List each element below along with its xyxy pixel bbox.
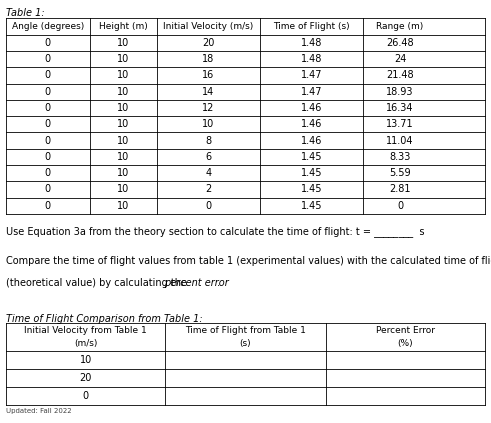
Text: 10: 10 (117, 184, 130, 195)
Text: 18: 18 (202, 54, 215, 64)
Text: Use Equation 3a from the theory section to calculate the time of flight: t = ___: Use Equation 3a from the theory section … (6, 226, 424, 236)
Text: 10: 10 (117, 70, 130, 80)
Text: Time of Flight from Table 1: Time of Flight from Table 1 (185, 326, 306, 335)
Text: 10: 10 (117, 54, 130, 64)
Text: (m/s): (m/s) (74, 339, 97, 348)
Text: 21.48: 21.48 (386, 70, 414, 80)
Text: 0: 0 (205, 201, 212, 211)
Text: 1.47: 1.47 (300, 87, 322, 97)
Text: (s): (s) (240, 339, 251, 348)
Text: 26.48: 26.48 (386, 38, 414, 48)
Text: 0: 0 (45, 87, 51, 97)
Text: 6: 6 (205, 152, 212, 162)
Text: 0: 0 (397, 201, 403, 211)
Text: 1.46: 1.46 (300, 103, 322, 113)
Text: Range (m): Range (m) (377, 22, 424, 31)
Text: 8.33: 8.33 (389, 152, 411, 162)
Text: 0: 0 (45, 103, 51, 113)
Text: 1.46: 1.46 (300, 119, 322, 129)
Text: Updated: Fall 2022: Updated: Fall 2022 (6, 408, 72, 414)
Text: Initial Velocity from Table 1: Initial Velocity from Table 1 (25, 326, 147, 335)
Text: 10: 10 (117, 152, 130, 162)
Text: 16.34: 16.34 (386, 103, 414, 113)
Text: 11.04: 11.04 (386, 135, 414, 146)
Text: 5.59: 5.59 (389, 168, 411, 178)
Text: 10: 10 (117, 135, 130, 146)
Text: (%): (%) (398, 339, 413, 348)
Text: 1.47: 1.47 (300, 70, 322, 80)
Text: 2: 2 (205, 184, 212, 195)
Text: .: . (218, 278, 220, 288)
Text: 4: 4 (205, 168, 212, 178)
Text: 16: 16 (202, 70, 215, 80)
Text: 8: 8 (205, 135, 212, 146)
Text: 0: 0 (45, 168, 51, 178)
Text: Height (m): Height (m) (99, 22, 148, 31)
Text: Time of Flight (s): Time of Flight (s) (273, 22, 350, 31)
Text: 14: 14 (202, 87, 215, 97)
Text: 10: 10 (117, 103, 130, 113)
Text: 18.93: 18.93 (386, 87, 414, 97)
Text: 10: 10 (117, 201, 130, 211)
Text: 0: 0 (45, 70, 51, 80)
Text: 0: 0 (82, 391, 89, 401)
Text: 10: 10 (117, 168, 130, 178)
Text: 0: 0 (45, 38, 51, 48)
Text: 13.71: 13.71 (386, 119, 414, 129)
Text: 1.45: 1.45 (300, 201, 322, 211)
Text: 10: 10 (80, 355, 92, 365)
Text: 10: 10 (117, 119, 130, 129)
Text: 1.48: 1.48 (300, 54, 322, 64)
Text: 10: 10 (117, 87, 130, 97)
Text: 1.45: 1.45 (300, 168, 322, 178)
Text: 0: 0 (45, 184, 51, 195)
Text: 20: 20 (202, 38, 215, 48)
Text: Time of Flight Comparison from Table 1:: Time of Flight Comparison from Table 1: (6, 314, 202, 324)
Text: (theoretical value) by calculating the: (theoretical value) by calculating the (6, 278, 190, 288)
Text: 1.45: 1.45 (300, 152, 322, 162)
Text: percent error: percent error (164, 278, 229, 288)
Text: 0: 0 (45, 119, 51, 129)
Text: 1.45: 1.45 (300, 184, 322, 195)
Text: Table 1:: Table 1: (6, 8, 45, 18)
Text: 1.46: 1.46 (300, 135, 322, 146)
Text: 0: 0 (45, 54, 51, 64)
Text: Percent Error: Percent Error (376, 326, 435, 335)
Text: 1.48: 1.48 (300, 38, 322, 48)
Text: 20: 20 (80, 373, 92, 383)
Text: 12: 12 (202, 103, 215, 113)
Text: 0: 0 (45, 135, 51, 146)
Text: 0: 0 (45, 152, 51, 162)
Text: 10: 10 (202, 119, 215, 129)
Text: Angle (degrees): Angle (degrees) (12, 22, 84, 31)
Text: 10: 10 (117, 38, 130, 48)
Text: 2.81: 2.81 (389, 184, 411, 195)
Text: 0: 0 (45, 201, 51, 211)
Text: Initial Velocity (m/s): Initial Velocity (m/s) (163, 22, 253, 31)
Text: Compare the time of flight values from table 1 (experimental values) with the ca: Compare the time of flight values from t… (6, 256, 491, 266)
Text: 24: 24 (394, 54, 406, 64)
